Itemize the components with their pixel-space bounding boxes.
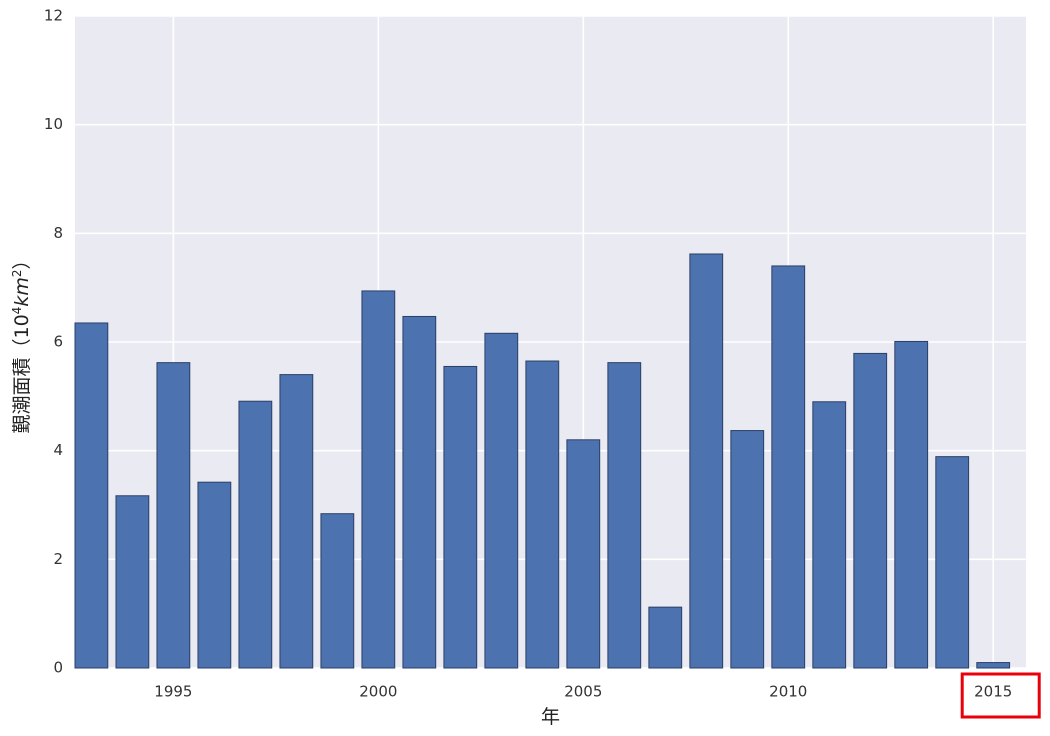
- bar-2011: [812, 401, 847, 669]
- x-tick-label: 1995: [154, 683, 192, 701]
- bar-2010: [771, 265, 806, 669]
- bar-2000: [361, 290, 396, 669]
- y-axis-title-unit: km: [11, 277, 33, 307]
- y-tick-label: 4: [53, 441, 63, 459]
- bar-2003: [484, 332, 519, 669]
- y-axis-ticks: 0 2 4 6 8 10 12: [44, 7, 63, 677]
- y-tick-label: 8: [53, 224, 63, 242]
- x-axis-title: 年: [541, 706, 560, 728]
- y-tick-label: 0: [53, 659, 63, 677]
- y-tick-label: 2: [53, 550, 63, 568]
- bar-1997: [238, 400, 273, 669]
- bar-2002: [443, 365, 478, 669]
- bar-1996: [197, 481, 232, 669]
- bar-1995: [156, 362, 191, 669]
- bar-1999: [320, 513, 355, 669]
- bar-2013: [894, 340, 929, 669]
- bar-2005: [566, 439, 601, 669]
- bar-series: [74, 253, 1011, 669]
- y-axis-title-close: ）: [11, 251, 33, 270]
- bar-1998: [279, 374, 314, 669]
- bar-2015: [976, 662, 1011, 669]
- bar-2012: [853, 352, 888, 669]
- bar-2008: [689, 253, 724, 669]
- x-tick-label: 2005: [564, 683, 602, 701]
- y-axis-title-sup: 4: [10, 307, 24, 315]
- y-axis-title: 覲潮面積（104km2）: [10, 251, 33, 434]
- x-tick-label: 2000: [359, 683, 397, 701]
- bar-2006: [607, 362, 642, 669]
- y-axis-title-main: 覲潮面積（10: [11, 314, 33, 433]
- bar-2009: [730, 430, 765, 669]
- y-tick-label: 10: [44, 115, 63, 133]
- x-axis-ticks: 1995 2000 2005 2010 2015: [154, 683, 1012, 701]
- bar-2004: [525, 360, 560, 669]
- y-tick-label: 12: [44, 7, 63, 25]
- bar-1993: [74, 322, 109, 669]
- bar-2007: [648, 606, 683, 669]
- bar-2001: [402, 315, 437, 669]
- y-tick-label: 6: [53, 333, 63, 351]
- bar-2014: [935, 456, 970, 669]
- highlight-box: [960, 672, 1041, 719]
- x-tick-label: 2015: [974, 683, 1012, 701]
- x-tick-label: 2010: [769, 683, 807, 701]
- y-axis-title-sup2: 2: [10, 270, 24, 278]
- bar-1994: [115, 495, 150, 669]
